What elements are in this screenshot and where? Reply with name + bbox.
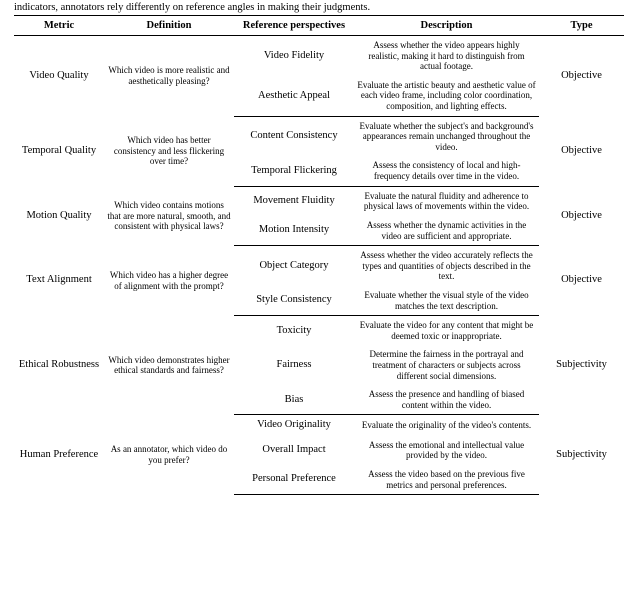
description-cell: Evaluate the artistic beauty and aesthet… [354,76,539,116]
description-cell: Assess the presence and handling of bias… [354,385,539,415]
perspective-cell: Object Category [234,246,354,286]
metric-cell: Motion Quality [14,186,104,245]
description-cell: Assess whether the dynamic activities in… [354,216,539,246]
perspective-cell: Movement Fluidity [234,186,354,216]
type-cell: Subjectivity [539,415,624,495]
definition-cell: As an annotator, which video do you pref… [104,415,234,495]
description-cell: Determine the fairness in the portrayal … [354,345,539,385]
definition-cell: Which video demonstrates higher ethical … [104,316,234,415]
metrics-table: Metric Definition Reference perspectives… [14,15,624,495]
table-body: Video QualityWhich video is more realist… [14,36,624,495]
metric-cell: Temporal Quality [14,116,104,186]
perspective-cell: Temporal Flickering [234,156,354,186]
caption-fragment: indicators, annotators rely differently … [0,0,640,15]
type-cell: Objective [539,36,624,117]
metric-cell: Human Preference [14,415,104,495]
description-cell: Assess whether the video appears highly … [354,36,539,76]
type-cell: Objective [539,116,624,186]
perspective-cell: Style Consistency [234,286,354,316]
perspective-cell: Motion Intensity [234,216,354,246]
definition-cell: Which video has better consistency and l… [104,116,234,186]
perspective-cell: Content Consistency [234,116,354,156]
perspective-cell: Video Originality [234,415,354,436]
description-cell: Evaluate the natural fluidity and adhere… [354,186,539,216]
perspective-cell: Video Fidelity [234,36,354,76]
description-cell: Assess the video based on the previous f… [354,465,539,495]
metric-cell: Text Alignment [14,246,104,316]
col-header-definition: Definition [104,16,234,36]
perspective-cell: Fairness [234,345,354,385]
col-header-metric: Metric [14,16,104,36]
col-header-perspectives: Reference perspectives [234,16,354,36]
col-header-type: Type [539,16,624,36]
perspective-cell: Personal Preference [234,465,354,495]
definition-cell: Which video contains motions that are mo… [104,186,234,245]
perspective-cell: Overall Impact [234,436,354,465]
type-cell: Subjectivity [539,316,624,415]
description-cell: Assess whether the video accurately refl… [354,246,539,286]
perspective-cell: Aesthetic Appeal [234,76,354,116]
metric-cell: Video Quality [14,36,104,117]
perspective-cell: Bias [234,385,354,415]
perspective-cell: Toxicity [234,316,354,346]
type-cell: Objective [539,246,624,316]
col-header-description: Description [354,16,539,36]
description-cell: Evaluate the video for any content that … [354,316,539,346]
description-cell: Evaluate whether the visual style of the… [354,286,539,316]
description-cell: Assess the consistency of local and high… [354,156,539,186]
description-cell: Evaluate whether the subject's and backg… [354,116,539,156]
metric-cell: Ethical Robustness [14,316,104,415]
description-cell: Assess the emotional and intellectual va… [354,436,539,465]
definition-cell: Which video has a higher degree of align… [104,246,234,316]
definition-cell: Which video is more realistic and aesthe… [104,36,234,117]
type-cell: Objective [539,186,624,245]
description-cell: Evaluate the originality of the video's … [354,415,539,436]
